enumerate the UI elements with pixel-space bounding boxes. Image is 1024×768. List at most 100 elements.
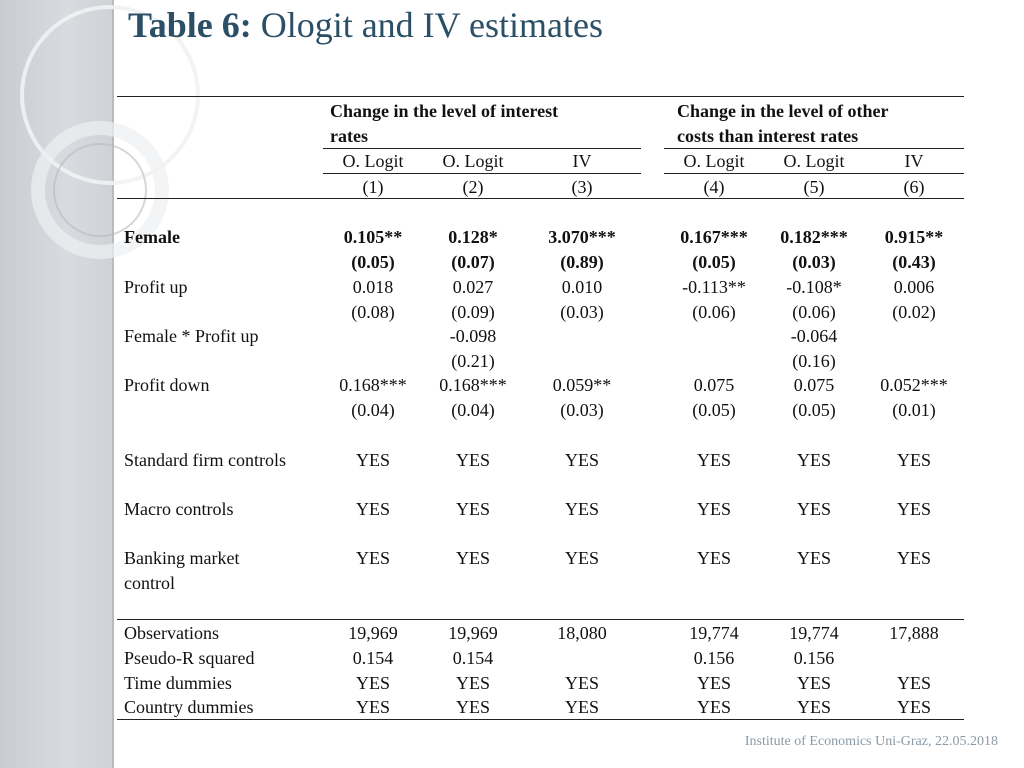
coef-value: 0.915**	[884, 227, 944, 247]
control-label: Banking market	[124, 548, 240, 568]
stat-value: YES	[696, 673, 732, 693]
group-rule-2	[664, 148, 964, 149]
control-value: YES	[355, 499, 391, 519]
control-value: YES	[564, 548, 600, 568]
control-value: YES	[896, 499, 932, 519]
stat-value: YES	[564, 697, 600, 717]
stat-value: 19,774	[789, 623, 839, 643]
std-error: (0.09)	[451, 302, 495, 322]
method-label: IV	[904, 151, 924, 171]
std-error: (0.03)	[560, 400, 604, 420]
column-number: (4)	[703, 177, 725, 197]
method-rule-2	[664, 173, 964, 174]
group-rule-1	[323, 148, 641, 149]
stat-value: YES	[896, 673, 932, 693]
std-error: (0.05)	[792, 400, 836, 420]
method-label: O. Logit	[683, 151, 745, 171]
stat-value: 19,774	[689, 623, 739, 643]
top-rule	[117, 96, 964, 97]
row-label: Profit up	[124, 277, 188, 297]
stat-value: 19,969	[448, 623, 498, 643]
column-number: (1)	[362, 177, 384, 197]
coef-value: 0.128*	[448, 227, 498, 247]
std-error: (0.06)	[692, 302, 736, 322]
std-error: (0.02)	[892, 302, 936, 322]
coef-value: 0.018	[352, 277, 394, 297]
row-label: Profit down	[124, 375, 210, 395]
coef-value: 0.052***	[880, 375, 948, 395]
coef-value: 0.168***	[339, 375, 407, 395]
column-number: (5)	[803, 177, 825, 197]
stat-label: Observations	[124, 623, 219, 643]
coef-value: 0.010	[561, 277, 603, 297]
coef-value: 0.168***	[439, 375, 507, 395]
stat-value: YES	[355, 673, 391, 693]
coef-value: -0.098	[449, 326, 497, 346]
control-value: YES	[355, 450, 391, 470]
row-label: Female	[124, 227, 180, 247]
stat-value: 0.156	[693, 648, 735, 668]
control-value: YES	[355, 548, 391, 568]
coef-value: 0.059**	[552, 375, 612, 395]
stat-value: 0.154	[452, 648, 494, 668]
coef-value: 0.075	[693, 375, 735, 395]
std-error: (0.06)	[792, 302, 836, 322]
stat-value: YES	[896, 697, 932, 717]
group-header-line1: Change in the level of other	[677, 101, 889, 121]
stats-top-rule	[117, 619, 964, 620]
control-label: Standard firm controls	[124, 450, 286, 470]
stat-value: YES	[696, 697, 732, 717]
slide-title: Table 6: Ologit and IV estimates	[128, 4, 603, 46]
stat-value: 17,888	[889, 623, 939, 643]
std-error: (0.05)	[692, 252, 736, 272]
method-label: O. Logit	[342, 151, 404, 171]
method-rule-1	[323, 173, 641, 174]
header-bottom-rule	[117, 198, 964, 199]
control-value: YES	[696, 499, 732, 519]
sidebar-edge	[112, 0, 114, 768]
method-label: IV	[572, 151, 592, 171]
stat-value: YES	[796, 673, 832, 693]
group-header-line1: Change in the level of interest	[330, 101, 559, 121]
control-value: YES	[696, 548, 732, 568]
std-error: (0.04)	[451, 400, 495, 420]
control-value: YES	[796, 548, 832, 568]
std-error: (0.03)	[560, 302, 604, 322]
method-label: O. Logit	[783, 151, 845, 171]
coef-value: -0.108*	[786, 277, 842, 297]
stat-value: YES	[796, 697, 832, 717]
std-error: (0.21)	[451, 351, 495, 371]
row-label: Female * Profit up	[124, 326, 259, 346]
control-label: Macro controls	[124, 499, 234, 519]
coef-value: 0.167***	[680, 227, 748, 247]
title-bold: Table 6:	[128, 5, 252, 45]
stat-value: YES	[455, 673, 491, 693]
control-value: YES	[696, 450, 732, 470]
control-value: YES	[564, 499, 600, 519]
std-error: (0.05)	[351, 252, 395, 272]
std-error: (0.07)	[451, 252, 495, 272]
std-error: (0.04)	[351, 400, 395, 420]
std-error: (0.05)	[692, 400, 736, 420]
control-value: YES	[455, 450, 491, 470]
stat-value: 19,969	[348, 623, 398, 643]
control-value: YES	[455, 548, 491, 568]
coef-value: 3.070***	[548, 227, 616, 247]
std-error: (0.01)	[892, 400, 936, 420]
stat-value: 18,080	[557, 623, 607, 643]
std-error: (0.03)	[792, 252, 836, 272]
stat-value: YES	[455, 697, 491, 717]
stat-label: Country dummies	[124, 697, 254, 717]
control-value: YES	[896, 548, 932, 568]
coef-value: 0.006	[893, 277, 935, 297]
std-error: (0.89)	[560, 252, 604, 272]
stat-value: 0.156	[793, 648, 835, 668]
stat-label: Time dummies	[124, 673, 232, 693]
coef-value: 0.105**	[343, 227, 403, 247]
column-number: (2)	[462, 177, 484, 197]
stat-value: YES	[564, 673, 600, 693]
coef-value: 0.182***	[780, 227, 848, 247]
coef-value: -0.113**	[682, 277, 746, 297]
footer-text: Institute of Economics Uni-Graz, 22.05.2…	[744, 734, 998, 749]
